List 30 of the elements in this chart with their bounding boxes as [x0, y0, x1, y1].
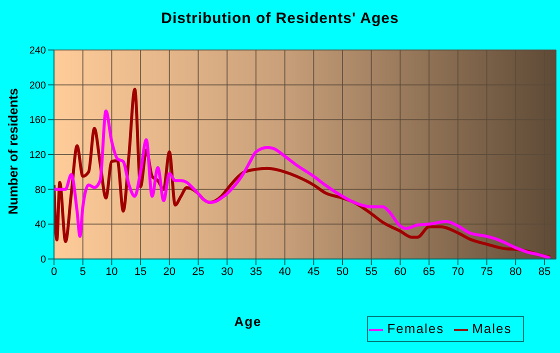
- x-tick-label: 25: [192, 266, 204, 278]
- x-tick-label: 20: [163, 266, 176, 278]
- x-tick-label: 15: [134, 266, 147, 278]
- x-tick-label: 85: [538, 266, 551, 278]
- y-tick-label: 120: [29, 150, 46, 162]
- x-tick-label: 30: [220, 266, 234, 278]
- legend-label: Males: [472, 321, 512, 336]
- x-tick-label: 5: [80, 266, 86, 278]
- x-tick-label: 80: [509, 266, 522, 278]
- y-tick-label: 40: [34, 220, 46, 231]
- y-tick-label: 240: [29, 46, 46, 57]
- x-tick-label: 75: [480, 266, 493, 278]
- x-tick-label: 60: [394, 266, 406, 278]
- x-tick-label: 0: [50, 266, 58, 278]
- y-tick-label: 0: [40, 254, 46, 266]
- y-tick-label: 160: [29, 115, 46, 126]
- chart-title: Distribution of Residents' Ages: [160, 10, 400, 27]
- y-axis-title: Number of residents: [6, 88, 21, 214]
- x-tick-label: 50: [336, 266, 349, 278]
- y-tick-label: 200: [29, 80, 46, 92]
- x-tick-label: 45: [308, 266, 320, 278]
- y-tick-label: 80: [34, 184, 46, 196]
- x-tick-label: 65: [422, 266, 436, 278]
- x-tick-label: 40: [278, 266, 291, 278]
- x-axis-title: Age: [233, 314, 263, 329]
- x-tick-label: 70: [452, 266, 464, 278]
- x-tick-label: 10: [106, 266, 118, 278]
- legend-label: Females: [387, 321, 444, 336]
- x-tick-label: 35: [250, 266, 262, 278]
- x-tick-label: 55: [365, 266, 378, 278]
